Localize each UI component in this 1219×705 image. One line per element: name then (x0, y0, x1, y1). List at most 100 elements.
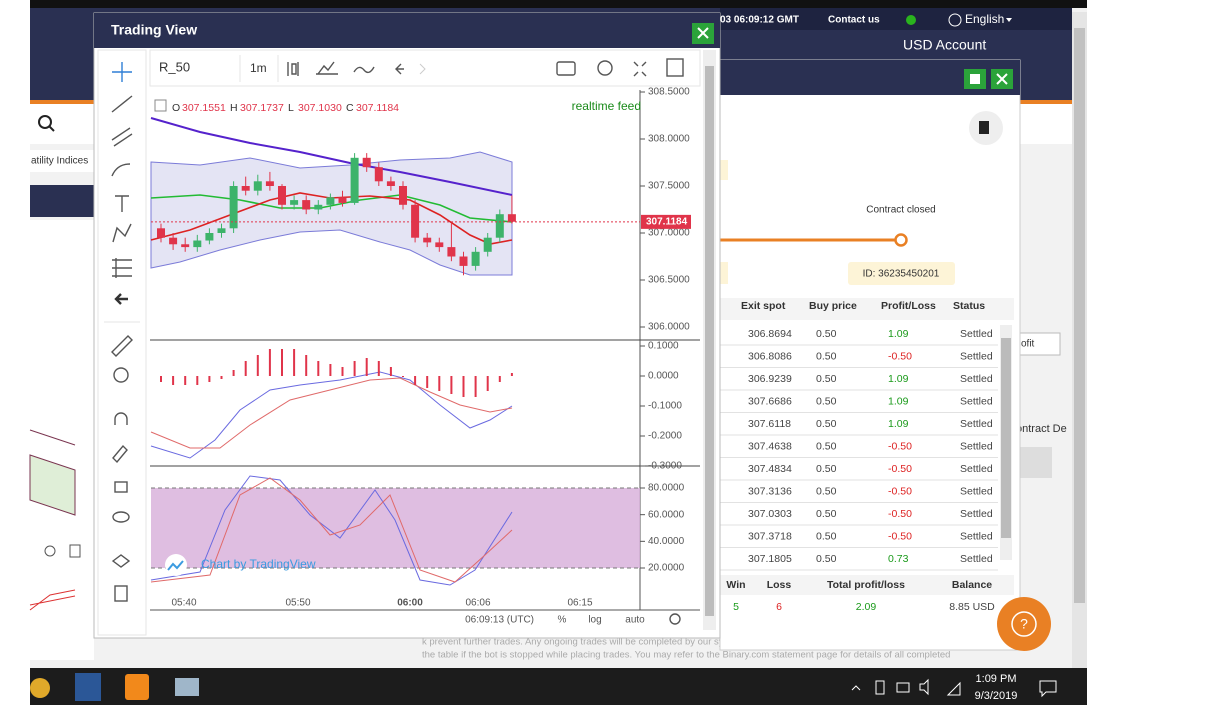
search-icon[interactable] (38, 115, 52, 129)
y-tick-label: 60.0000 (648, 509, 685, 520)
left-toolbar (30, 104, 94, 144)
ohlc-value: 307.1737 (240, 102, 284, 114)
y-tick-label: -0.1000 (648, 401, 682, 412)
table-cell: Settled (960, 418, 993, 430)
mini-chart (29, 429, 76, 516)
table-cell: Settled (960, 395, 993, 407)
volume-icon[interactable] (919, 678, 929, 696)
table-column: Profit/Loss (881, 300, 936, 312)
notice-line: the table if the bot is stopped while pl… (422, 650, 950, 661)
back-tool[interactable] (114, 293, 128, 305)
undo-icon[interactable] (395, 63, 404, 75)
symbol[interactable]: R_50 (159, 59, 190, 74)
contract-details[interactable]: ontract De (1016, 423, 1067, 435)
window-scroll-thumb[interactable] (705, 66, 714, 616)
notification-icon[interactable] (1039, 680, 1057, 698)
time-tick-label: 05:40 (171, 598, 196, 609)
window-title: Trading View (111, 22, 197, 38)
indicators-icon[interactable] (316, 61, 338, 75)
brush-tool[interactable] (111, 163, 131, 177)
close-icon (996, 73, 1008, 85)
log-toggle[interactable]: log (588, 615, 601, 626)
fib-tool[interactable] (112, 258, 132, 278)
candle-body (326, 197, 335, 205)
magnet-tool[interactable] (114, 412, 128, 425)
chrome-icon[interactable] (30, 678, 50, 698)
trash-icon[interactable] (69, 544, 81, 558)
app-icon[interactable] (125, 674, 149, 700)
axis-settings[interactable] (669, 613, 681, 625)
macd-bar (172, 376, 175, 385)
table-cell: 0.50 (816, 328, 837, 340)
chart-footer (150, 611, 700, 631)
contract-status: Contract closed (866, 205, 935, 216)
draw-lock-tool[interactable] (112, 444, 128, 464)
table-cell: 306.9239 (748, 373, 792, 385)
table-cell: -0.50 (888, 350, 912, 362)
macd-bar (426, 376, 429, 388)
left-menu-text[interactable]: atility Indices (31, 156, 88, 167)
candle-body (362, 157, 371, 168)
taskbar-date[interactable]: 9/3/2019 (975, 690, 1018, 702)
left-menu (30, 150, 94, 172)
lock-tool[interactable] (114, 481, 128, 493)
pattern-tool[interactable] (112, 223, 132, 243)
table-cell: Settled (960, 463, 993, 475)
channel-tool[interactable] (111, 127, 133, 147)
candle-type-icon[interactable] (287, 62, 299, 76)
remove-tool[interactable] (114, 585, 128, 602)
network-icon[interactable] (946, 681, 961, 696)
tray-icon[interactable] (896, 682, 910, 693)
candle-body (399, 186, 407, 205)
delete-icon (979, 121, 989, 134)
contact-link[interactable]: Contact us (828, 15, 880, 26)
tray-arrow[interactable] (851, 685, 861, 691)
table-cell: 1.09 (888, 373, 909, 385)
ohlc-value: 307.1184 (356, 102, 399, 114)
macd-bar (317, 361, 320, 376)
macd-bar (341, 367, 344, 376)
table-cell: 0.50 (816, 350, 837, 362)
profit-select-text[interactable]: ofit (1021, 339, 1035, 350)
candle-body (217, 228, 226, 233)
stoch-band (151, 488, 640, 568)
left-panel (30, 220, 94, 660)
candle-body (386, 181, 395, 186)
compare-icon[interactable] (353, 66, 375, 74)
save-chart-icon[interactable] (666, 58, 684, 77)
macd-bar (353, 361, 356, 376)
zoom-tool[interactable] (113, 367, 129, 383)
redo-icon[interactable] (419, 63, 426, 75)
legend-toggle[interactable] (154, 99, 167, 112)
layers-tool[interactable] (111, 554, 131, 568)
taskbar-time[interactable]: 1:09 PM (976, 673, 1017, 685)
visibility-tool[interactable] (112, 511, 130, 523)
page-scroll-thumb[interactable] (1074, 28, 1085, 603)
help-icon (1011, 611, 1037, 637)
photos-icon[interactable] (175, 678, 199, 696)
gear-icon[interactable] (44, 545, 56, 557)
trend-line-tool[interactable] (111, 95, 133, 113)
summary-column: Win (726, 579, 745, 591)
table-scroll-thumb[interactable] (1001, 338, 1011, 538)
percent-toggle[interactable]: % (558, 615, 567, 626)
fullscreen-icon[interactable] (633, 61, 647, 77)
tray-icon[interactable] (875, 680, 885, 695)
ohlc-key: C (346, 102, 354, 114)
crosshair-tool[interactable] (112, 62, 132, 82)
interval[interactable]: 1m (250, 61, 267, 75)
table-cell: 0.50 (816, 463, 837, 475)
save-icon (970, 74, 980, 84)
auto-toggle[interactable]: auto (625, 615, 645, 626)
table-cell: -0.50 (888, 530, 912, 542)
word-icon[interactable] (75, 673, 101, 701)
table-cell: 1.09 (888, 418, 909, 430)
settings-icon[interactable] (597, 60, 613, 76)
camera-icon[interactable] (556, 61, 576, 76)
text-tool[interactable] (115, 195, 129, 212)
measure-tool[interactable] (111, 335, 133, 357)
account-label[interactable]: USD Account (903, 37, 986, 53)
macd-bar (196, 376, 199, 385)
help-button[interactable] (997, 597, 1051, 651)
language[interactable]: English (965, 12, 1004, 26)
